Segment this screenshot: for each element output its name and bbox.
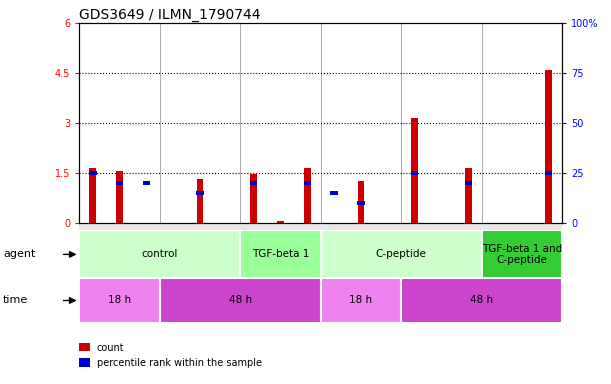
Text: control: control xyxy=(142,249,178,260)
Bar xyxy=(465,168,472,223)
Bar xyxy=(321,278,401,323)
Text: 48 h: 48 h xyxy=(229,295,252,306)
Text: 18 h: 18 h xyxy=(108,295,131,306)
Text: agent: agent xyxy=(3,249,35,260)
Bar xyxy=(143,181,150,185)
Bar xyxy=(197,179,203,223)
Bar xyxy=(481,230,562,278)
Bar xyxy=(357,181,364,223)
Bar xyxy=(321,230,481,278)
Bar xyxy=(277,221,284,223)
Bar xyxy=(411,171,419,175)
Bar xyxy=(160,278,321,323)
Bar xyxy=(545,171,552,175)
Bar xyxy=(240,230,321,278)
Text: 18 h: 18 h xyxy=(349,295,373,306)
Bar xyxy=(546,70,552,223)
Bar xyxy=(304,181,311,185)
Text: GDS3649 / ILMN_1790744: GDS3649 / ILMN_1790744 xyxy=(79,8,261,22)
Text: TGF-beta 1 and
C-peptide: TGF-beta 1 and C-peptide xyxy=(481,243,562,265)
Bar xyxy=(357,201,365,205)
Bar xyxy=(401,278,562,323)
Bar xyxy=(251,174,257,223)
Bar xyxy=(411,118,418,223)
Text: time: time xyxy=(3,295,28,306)
Bar xyxy=(196,191,204,195)
Bar xyxy=(116,181,123,185)
Text: percentile rank within the sample: percentile rank within the sample xyxy=(97,358,262,368)
Bar xyxy=(116,171,123,223)
Bar xyxy=(79,278,160,323)
Bar xyxy=(331,191,338,195)
Bar xyxy=(89,171,97,175)
Bar xyxy=(250,181,257,185)
Text: C-peptide: C-peptide xyxy=(376,249,426,260)
Bar xyxy=(464,181,472,185)
Bar xyxy=(79,230,240,278)
Text: count: count xyxy=(97,343,124,353)
Bar xyxy=(89,168,96,223)
Bar xyxy=(304,168,311,223)
Text: 48 h: 48 h xyxy=(470,295,493,306)
Text: TGF-beta 1: TGF-beta 1 xyxy=(252,249,309,260)
